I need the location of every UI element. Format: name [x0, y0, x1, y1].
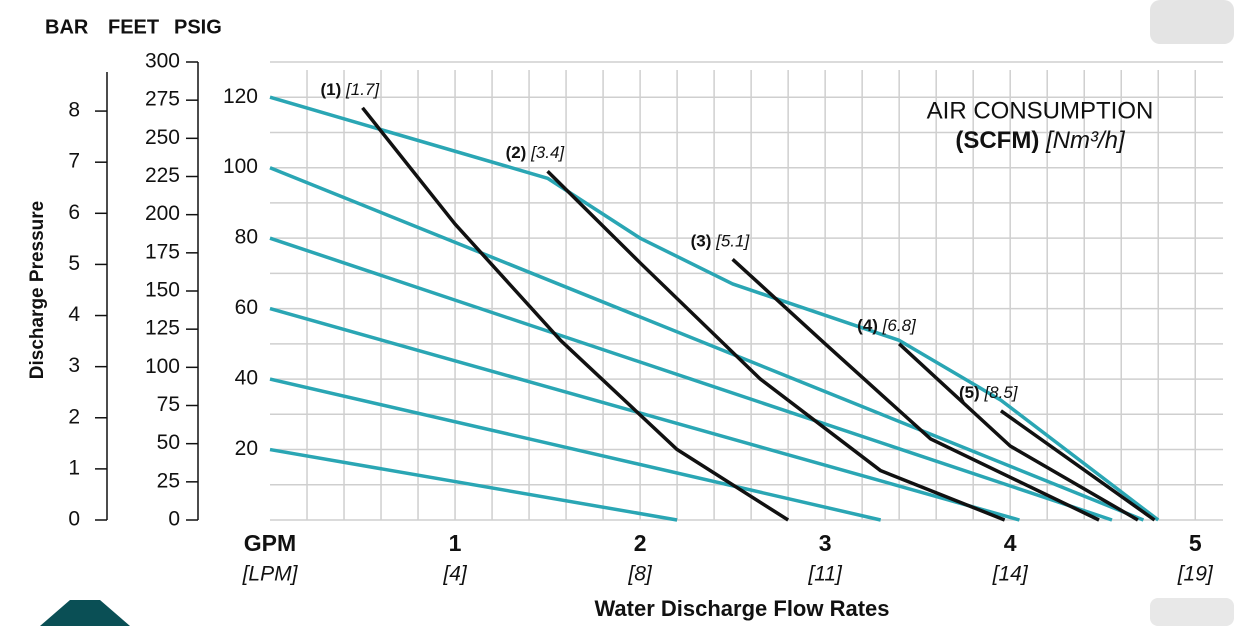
bar-tick-label: 2 [68, 405, 80, 428]
air-pressure-line [269, 306, 1020, 522]
y-axis-title: Discharge Pressure [27, 201, 48, 380]
feet-tick-label: 125 [145, 317, 180, 340]
series-nm3h: [3.4] [530, 144, 565, 163]
series-nm3h: [8.5] [983, 383, 1018, 402]
air-pressure-line [269, 377, 882, 522]
x-tick-label: 5 [1189, 530, 1202, 556]
legend-unit-nm3h: [Nm³/h] [1045, 127, 1126, 154]
feet-tick-label: 150 [145, 279, 180, 302]
series-label: (1) [1.7] [321, 80, 381, 99]
bar-tick-label: 0 [68, 508, 80, 531]
series-name: (2) [506, 144, 527, 163]
series-nm3h: [1.7] [345, 80, 380, 99]
bar-tick-label: 5 [68, 252, 80, 275]
series-name: (1) [321, 80, 342, 99]
x2-tick-label: [19] [1177, 563, 1214, 586]
feet-tick-label: 75 [157, 393, 180, 416]
bar-tick-label: 8 [68, 99, 80, 122]
x2-tick-label: [4] [442, 563, 468, 586]
bar-tick-label: 4 [68, 303, 80, 326]
x-tick-label: 3 [819, 530, 832, 556]
air-pressure-line [269, 95, 1160, 522]
y-tick-label: 40 [235, 367, 258, 390]
y-tick-label: 80 [235, 226, 258, 249]
air-consumption-curve [546, 169, 1006, 522]
air-consumption-curve [361, 106, 790, 522]
feet-tick-label: 0 [168, 508, 180, 531]
series-name: (4) [857, 316, 878, 335]
y-tick-label: 100 [223, 155, 258, 178]
bar-tick-label: 1 [68, 456, 80, 479]
x-unit: GPM [244, 530, 296, 556]
feet-tick-label: 300 [145, 50, 180, 73]
series-label: (3) [5.1] [691, 232, 751, 251]
feet-tick-label: 200 [145, 202, 180, 225]
x2-tick-label: [14] [992, 563, 1029, 586]
x-tick-label: 1 [449, 530, 462, 556]
decor-logo [40, 600, 130, 626]
x-tick-label: 4 [1004, 530, 1017, 556]
feet-tick-label: 100 [145, 355, 180, 378]
feet-tick-label: 275 [145, 88, 180, 111]
series-name: (3) [691, 232, 712, 251]
y-tick-label: 120 [223, 85, 258, 108]
series-label: (5) [8.5] [959, 383, 1019, 402]
feet-tick-label: 250 [145, 126, 180, 149]
legend-unit: (SCFM) [Nm³/h] [955, 127, 1126, 154]
axis-header: FEET [108, 16, 159, 38]
x-tick-label: 2 [634, 530, 647, 556]
x-axis-title: Water Discharge Flow Rates [594, 596, 889, 621]
axis-header: PSIG [174, 16, 222, 38]
series-name: (5) [959, 383, 980, 402]
air-consumption-curve [897, 342, 1139, 522]
air-consumption-curve [999, 409, 1156, 522]
series-nm3h: [5.1] [715, 232, 750, 251]
air-pressure-line [269, 447, 678, 522]
legend-unit-scfm: (SCFM) [955, 127, 1039, 154]
decor-pump [1150, 598, 1234, 626]
legend-title: AIR CONSUMPTION [927, 97, 1154, 124]
series-label: (4) [6.8] [857, 316, 917, 335]
series-label: (2) [3.4] [506, 144, 566, 163]
axis-header: BAR [45, 16, 89, 38]
air-pressure-line [269, 166, 1145, 522]
feet-tick-label: 175 [145, 240, 180, 263]
air-consumption-curve [731, 258, 1100, 522]
y-tick-label: 20 [235, 437, 258, 460]
x2-tick-label: [11] [807, 563, 843, 586]
bar-tick-label: 7 [68, 150, 80, 173]
x2-tick-label: [8] [627, 563, 653, 586]
series-nm3h: [6.8] [882, 316, 917, 335]
bar-tick-label: 3 [68, 354, 80, 377]
air-pressure-line [269, 236, 1113, 522]
decor-pump [1150, 0, 1234, 44]
feet-tick-label: 25 [157, 469, 180, 492]
feet-tick-label: 50 [157, 431, 180, 454]
y-tick-label: 60 [235, 296, 258, 319]
x2-unit: [LPM] [242, 563, 299, 586]
feet-tick-label: 225 [145, 164, 180, 187]
bar-tick-label: 6 [68, 201, 80, 224]
